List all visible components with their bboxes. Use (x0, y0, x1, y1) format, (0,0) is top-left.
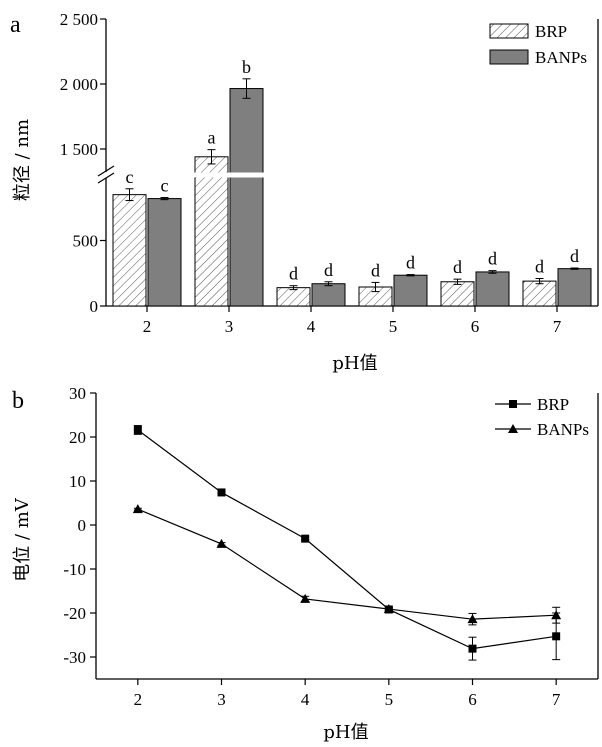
significance-letter: d (371, 260, 380, 280)
axis-break-mark (97, 172, 115, 184)
bar-banps (147, 198, 182, 307)
y-tick-label: 2 500 (60, 10, 98, 29)
significance-letter: d (488, 249, 497, 269)
series-line-brp (137, 429, 557, 650)
significance-letter: a (208, 128, 216, 148)
bar-brp (522, 280, 557, 307)
legend-swatch-brp (489, 23, 529, 39)
data-point-brp (301, 534, 310, 543)
panel-b-y-axis-label: 电位 / mV (12, 497, 33, 582)
bar-brp (112, 194, 147, 307)
data-point-banps (383, 604, 394, 614)
data-point-banps (551, 610, 562, 620)
x-tick-label: 6 (471, 317, 480, 336)
data-point-brp (217, 488, 226, 497)
panel-a-y-axis-label: 粒径 / nm (12, 119, 33, 201)
data-point-banps (216, 538, 227, 548)
bar-banps (557, 268, 592, 307)
bar-brp (276, 287, 311, 307)
y-tick-label: 0 (90, 297, 99, 316)
significance-letter: c (161, 176, 169, 196)
data-point-brp (552, 632, 561, 641)
x-tick-label: 3 (217, 690, 226, 709)
axis-break-gap-y (104, 172, 108, 178)
y-tick-label: 30 (69, 384, 86, 403)
bar-banps (475, 271, 510, 307)
significance-letter: b (242, 57, 251, 77)
y-tick-label: 0 (78, 516, 87, 535)
axis-break-mark (97, 165, 115, 177)
panel-a-letter: a (10, 12, 21, 38)
y-tick-label: 1 500 (60, 140, 98, 159)
axis-break-gap (191, 172, 366, 178)
legend-label-brp: BRP (537, 395, 569, 414)
data-point-banps (300, 593, 311, 603)
legend-label-banps: BANPs (535, 48, 587, 67)
y-tick-label: 2 000 (60, 75, 98, 94)
panel-b-plot: 30 20 10 0 -10 -20 -30 2 3 4 5 6 7 BRP BANPs (63, 384, 599, 709)
significance-letter: d (535, 256, 544, 276)
y-tick-label: 20 (69, 428, 86, 447)
significance-letter: c (126, 167, 134, 187)
x-tick-label: 7 (553, 317, 562, 336)
y-tick-label: -30 (63, 648, 86, 667)
data-point-banps (467, 614, 478, 624)
x-tick-label: 5 (385, 690, 394, 709)
x-tick-label: 2 (143, 317, 152, 336)
bar-banps (229, 88, 264, 307)
y-tick-label: 10 (69, 472, 86, 491)
y-tick-label: -20 (63, 604, 86, 623)
significance-letter: d (324, 260, 333, 280)
y-tick-label: 500 (73, 232, 99, 251)
bar-banps (393, 274, 428, 307)
bar-banps (311, 283, 346, 307)
significance-letter: d (453, 257, 462, 277)
x-tick-label: 7 (552, 690, 561, 709)
x-tick-label: 3 (225, 317, 234, 336)
x-tick-label: 2 (134, 690, 143, 709)
legend-label-brp: BRP (535, 22, 567, 41)
legend-swatch-banps (489, 49, 529, 65)
legend-marker-brp (509, 400, 517, 408)
x-tick-label: 4 (301, 690, 310, 709)
significance-letter: d (289, 264, 298, 284)
panel-a-plot: 0 500 1 500 2 000 2 500 2 3 4 5 6 7 c a d d d d c b d d d d BRP… (60, 10, 599, 336)
data-point-banps (132, 504, 143, 514)
data-point-brp (468, 644, 477, 653)
series-line-banps (137, 508, 557, 620)
x-tick-label: 5 (389, 317, 398, 336)
y-tick-label: -10 (63, 560, 86, 579)
bar-brp (194, 156, 229, 307)
legend-label-banps: BANPs (537, 420, 589, 439)
data-point-brp (133, 425, 142, 434)
bar-brp (440, 281, 475, 307)
x-tick-label: 6 (468, 690, 477, 709)
significance-letter: d (570, 246, 579, 266)
x-tick-label: 4 (307, 317, 316, 336)
legend-marker-banps (508, 424, 518, 433)
panel-a-x-axis-label: pH值 (332, 353, 377, 374)
panel-b-letter: b (12, 388, 24, 414)
panel-b-x-axis-label: pH值 (323, 722, 368, 742)
significance-letter: d (406, 253, 415, 273)
